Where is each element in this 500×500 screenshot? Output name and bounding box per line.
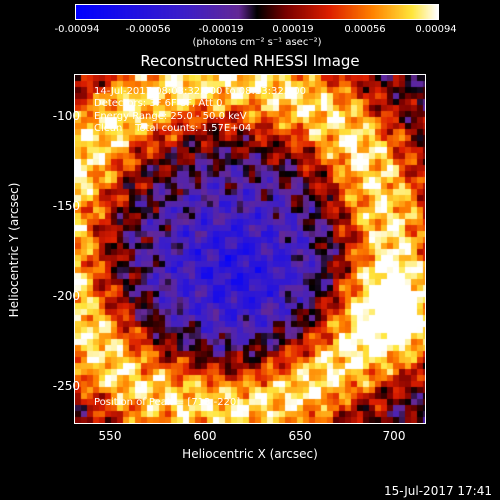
x-tick-label: 650 [288, 429, 312, 443]
energy-range: Energy Range: 25.0 - 50.0 keV [94, 111, 247, 122]
x-tick-label: 600 [193, 429, 217, 443]
time-range: 14-Jul-2017 08:03:32.000 to 08:13:32.000 [94, 86, 306, 97]
y-tick-label: -250 [52, 379, 80, 393]
y-tick-label: -100 [52, 109, 80, 123]
y-axis-label: Heliocentric Y (arcsec) [7, 182, 21, 318]
colorbar-tick: 0.00019 [272, 24, 314, 35]
x-axis-label: Heliocentric X (arcsec) [182, 447, 318, 461]
colorbar-tick: -0.00056 [125, 24, 171, 35]
colorbar-tick: -0.00094 [54, 24, 100, 35]
x-tick-label: 700 [382, 429, 406, 443]
y-tick-label: -150 [52, 199, 80, 213]
rhessi-image [75, 75, 425, 423]
colorbar-unit: (photons cm⁻² s⁻¹ asec⁻²) [192, 37, 322, 48]
colorbar-tick: -0.00019 [198, 24, 244, 35]
detectors-info: Detectors: 3F 6F 8F, Att 0 [94, 98, 223, 109]
peak-position: Position of Peak = [713,-220] [94, 397, 241, 408]
image-frame [74, 74, 426, 424]
y-tick-label: -200 [52, 289, 80, 303]
x-tick-label: 550 [98, 429, 122, 443]
colorbar [75, 4, 439, 20]
timestamp: 15-Jul-2017 17:41 [383, 484, 492, 498]
clean-counts: Clean Total counts: 1.57E+04 [94, 123, 252, 134]
image-title: Reconstructed RHESSI Image [140, 52, 360, 70]
colorbar-tick: 0.00056 [344, 24, 386, 35]
colorbar-tick: 0.00094 [415, 24, 457, 35]
